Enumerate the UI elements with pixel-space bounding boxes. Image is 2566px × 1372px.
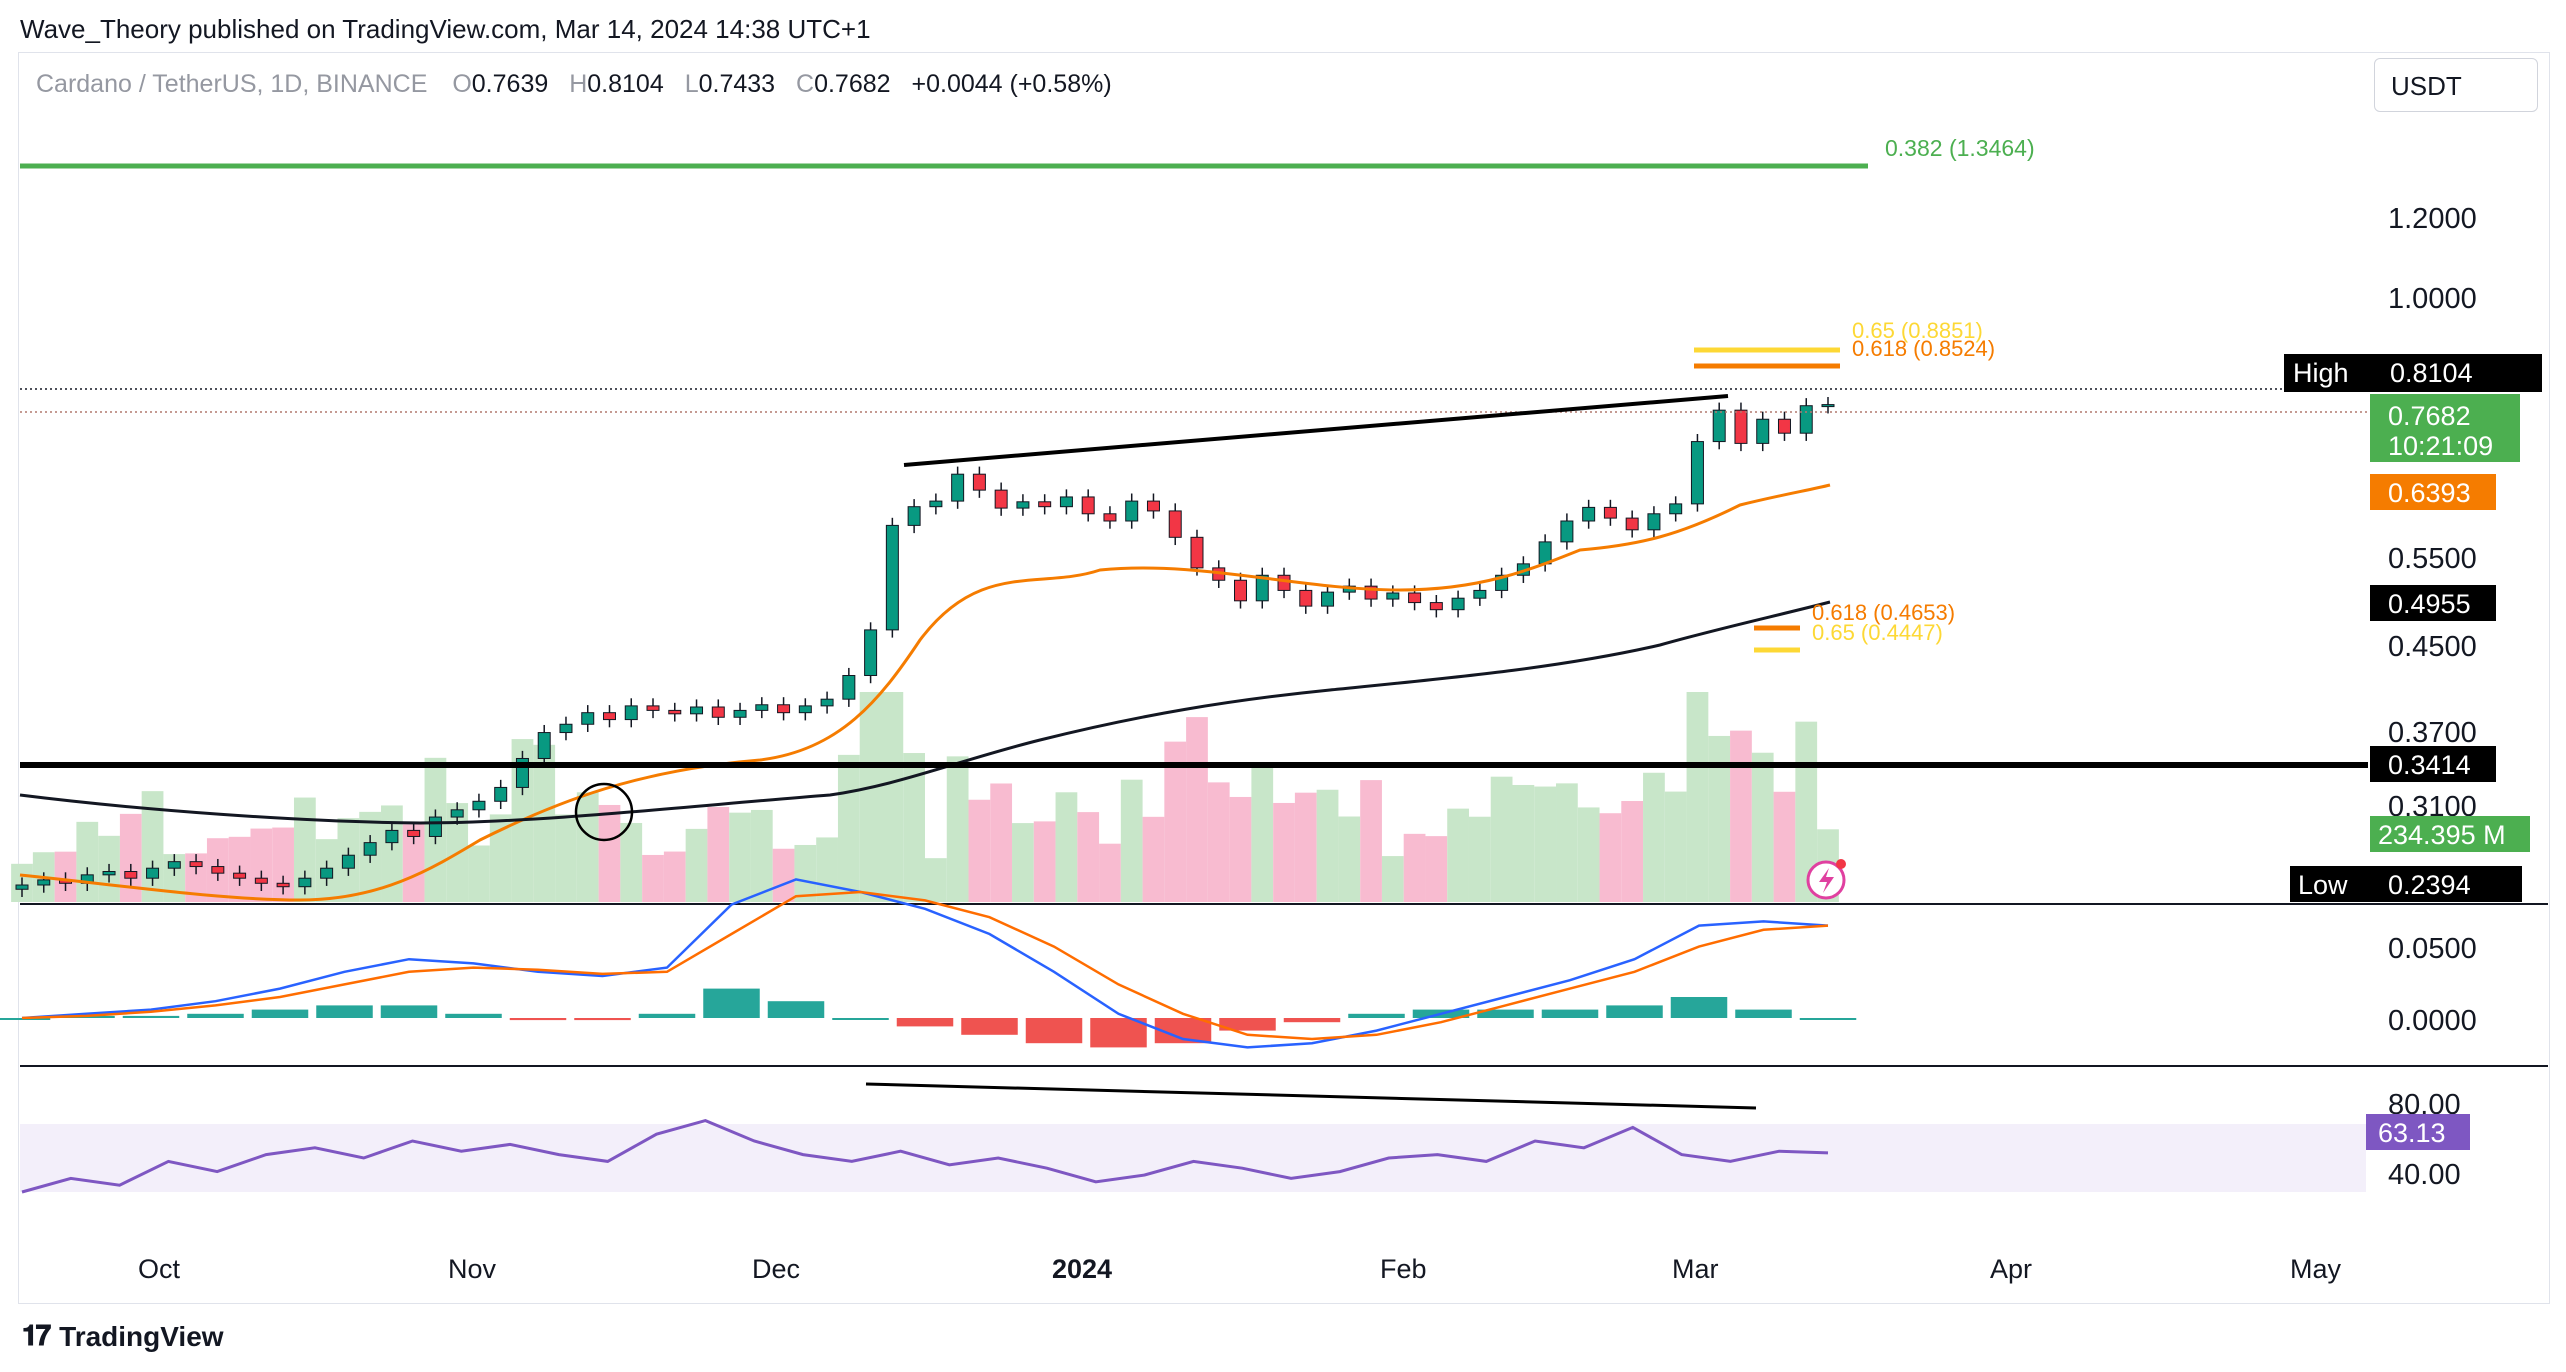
brand-name: TradingView (59, 1320, 224, 1352)
close-key: C (796, 70, 815, 98)
low-value: 0.7433 (698, 70, 776, 98)
currency-button[interactable]: USDT (2374, 58, 2538, 112)
symbol-ohlc-legend: Cardano / TetherUS, 1D, BINANCE O0.7639 … (36, 70, 1112, 99)
symbol-name[interactable]: Cardano / TetherUS, 1D, BINANCE (36, 70, 428, 98)
chart-frame (18, 52, 2550, 1304)
low-key: L (684, 70, 699, 98)
change-value: +0.0044 (+0.58%) (911, 70, 1112, 98)
high-value: 0.8104 (587, 70, 664, 98)
high-key: H (569, 70, 588, 98)
close-value: 0.7682 (814, 70, 891, 98)
tradingview-logo-icon: 𝟏𝟕 (22, 1320, 51, 1351)
tradingview-brand[interactable]: 𝟏𝟕 TradingView (22, 1320, 224, 1353)
open-key: O (452, 70, 472, 98)
publisher-line: Wave_Theory published on TradingView.com… (20, 14, 871, 44)
open-value: 0.7639 (471, 70, 549, 98)
